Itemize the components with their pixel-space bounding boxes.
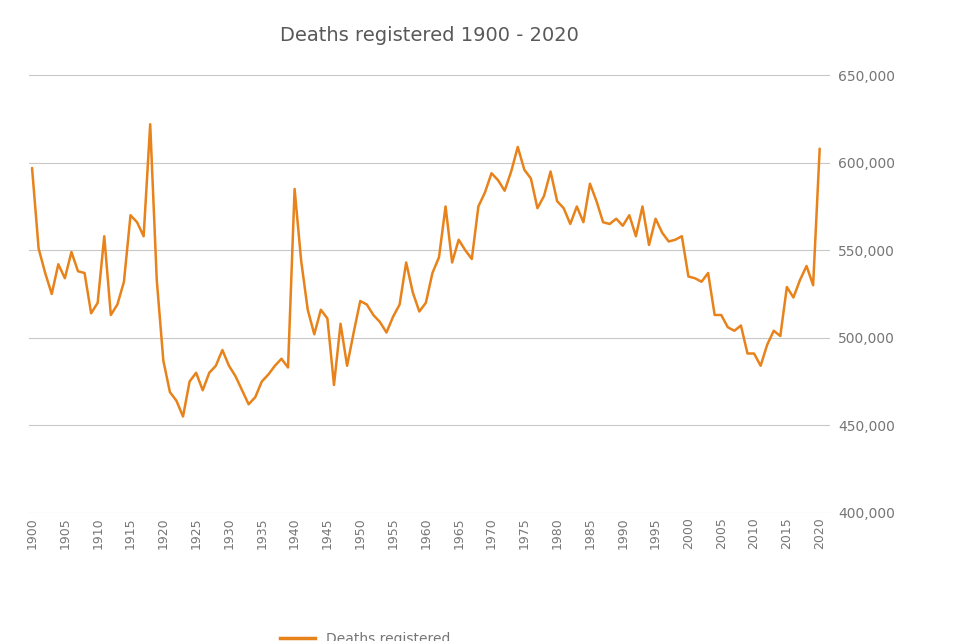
Title: Deaths registered 1900 - 2020: Deaths registered 1900 - 2020 [280, 26, 578, 45]
Legend: Deaths registered: Deaths registered [274, 626, 456, 641]
